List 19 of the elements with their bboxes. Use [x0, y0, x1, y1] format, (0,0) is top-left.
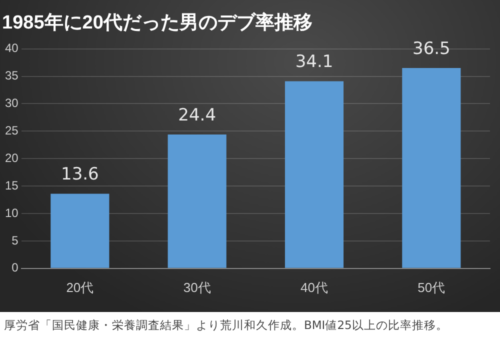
y-tick-label: 0: [12, 260, 19, 275]
y-tick-label: 40: [4, 41, 19, 56]
chart-title: 1985年に20代だった男のデブ率推移: [2, 12, 312, 34]
data-label: 36.5: [412, 38, 450, 59]
y-tick-label: 35: [4, 68, 19, 83]
x-tick-label: 30代: [183, 280, 211, 295]
y-tick-label: 25: [4, 123, 19, 138]
x-tick-label: 20代: [66, 280, 94, 295]
text: 厚労省「国民健康・栄養調査結果」より荒川和久作成。BMI値25以上の比率推移。: [4, 317, 449, 334]
data-label: 13.6: [61, 164, 99, 185]
x-tick-label: 50代: [418, 280, 446, 295]
data-label: 24.4: [178, 105, 216, 126]
x-tick-label: 40代: [300, 280, 328, 295]
y-tick-label: 10: [4, 206, 19, 220]
y-tick-label: 15: [4, 178, 19, 192]
y-tick-label: 5: [12, 233, 19, 248]
data-label: 34.1: [295, 52, 334, 72]
y-tick-label: 20: [4, 150, 19, 165]
y-tick-label: 30: [4, 96, 19, 110]
